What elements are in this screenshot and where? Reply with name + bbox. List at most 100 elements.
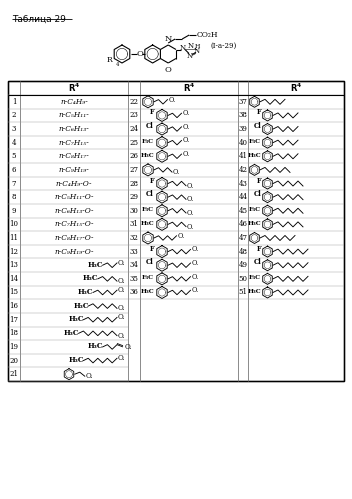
Text: O.: O.	[118, 286, 126, 294]
Text: n-C₄H₉-O-: n-C₄H₉-O-	[56, 180, 92, 188]
Text: F: F	[256, 177, 261, 185]
Text: O: O	[165, 66, 172, 74]
Text: 19: 19	[10, 343, 19, 351]
Text: H₃C: H₃C	[78, 288, 94, 296]
Text: 20: 20	[10, 357, 19, 365]
Text: Таблица 29: Таблица 29	[12, 15, 66, 24]
Text: H₃C: H₃C	[64, 329, 79, 337]
Text: 15: 15	[10, 288, 19, 296]
Text: F₃C: F₃C	[142, 139, 154, 144]
Text: 12: 12	[10, 248, 19, 255]
Text: F₃C: F₃C	[142, 207, 154, 212]
Text: 17: 17	[10, 316, 19, 324]
Text: 22: 22	[130, 98, 138, 106]
Text: Cl: Cl	[146, 190, 154, 198]
Text: 1: 1	[12, 98, 16, 106]
Text: F₃C: F₃C	[249, 207, 261, 212]
Text: O.: O.	[173, 168, 180, 176]
Text: H₃C: H₃C	[140, 153, 154, 158]
Text: O.: O.	[86, 372, 93, 380]
Text: F: F	[256, 245, 261, 252]
Text: H₃C: H₃C	[247, 221, 261, 226]
Text: H₃C: H₃C	[247, 289, 261, 294]
Text: 39: 39	[239, 125, 247, 133]
Text: 34: 34	[130, 261, 138, 269]
Text: 37: 37	[239, 98, 247, 106]
Text: Cl: Cl	[253, 190, 261, 198]
Text: O.: O.	[182, 150, 190, 158]
Text: H₃C: H₃C	[140, 289, 154, 294]
Text: F: F	[149, 177, 154, 185]
Text: 16: 16	[10, 302, 19, 310]
Text: 28: 28	[130, 180, 138, 188]
Text: H: H	[195, 43, 200, 48]
Text: CO₂H: CO₂H	[196, 31, 218, 39]
Text: H₃C: H₃C	[73, 301, 89, 309]
Text: O.: O.	[182, 136, 190, 145]
Text: 26: 26	[130, 152, 138, 160]
Text: 35: 35	[130, 275, 138, 283]
Text: 3: 3	[12, 125, 16, 133]
Text: 9: 9	[12, 207, 16, 215]
Text: O.: O.	[118, 304, 126, 312]
Text: 6: 6	[12, 166, 16, 174]
Text: n-C₄H₉-: n-C₄H₉-	[60, 98, 88, 106]
Text: 2: 2	[12, 111, 16, 119]
Text: 42: 42	[239, 166, 247, 174]
Text: O.: O.	[118, 277, 126, 285]
Text: O.: O.	[187, 195, 194, 204]
Text: 29: 29	[130, 193, 138, 201]
Text: O.: O.	[169, 96, 176, 104]
Text: Cl: Cl	[146, 122, 154, 130]
Text: 33: 33	[130, 248, 138, 255]
Text: 8: 8	[12, 193, 16, 201]
Text: 50: 50	[239, 275, 247, 283]
Text: 7: 7	[12, 180, 16, 188]
Text: n-C₇H₁₅-: n-C₇H₁₅-	[59, 139, 89, 147]
Text: O.: O.	[182, 123, 190, 131]
Text: O.: O.	[118, 332, 126, 340]
Text: O.: O.	[125, 343, 133, 351]
Text: 21: 21	[10, 370, 19, 378]
Text: O.: O.	[191, 272, 199, 280]
Text: 48: 48	[239, 248, 247, 255]
Text: n-C₉H₁₉-O-: n-C₉H₁₉-O-	[54, 248, 94, 255]
Text: H₃C: H₃C	[88, 342, 103, 350]
Text: n-C₈H₁₇-O-: n-C₈H₁₇-O-	[54, 234, 94, 242]
Text: N: N	[194, 47, 200, 55]
Text: 47: 47	[239, 234, 247, 242]
Text: 27: 27	[130, 166, 138, 174]
Text: F₃C: F₃C	[249, 139, 261, 144]
Text: 5: 5	[12, 152, 16, 160]
Text: 32: 32	[130, 234, 138, 242]
Text: 31: 31	[130, 221, 138, 229]
Text: F: F	[149, 108, 154, 116]
Text: n-C₈H₁₇-: n-C₈H₁₇-	[59, 152, 89, 160]
Text: 24: 24	[130, 125, 138, 133]
Text: 46: 46	[239, 221, 247, 229]
Text: N: N	[180, 44, 186, 52]
Text: N: N	[164, 34, 172, 42]
Text: 49: 49	[239, 261, 247, 269]
Text: O.: O.	[118, 313, 126, 321]
Text: O.: O.	[187, 223, 194, 231]
Text: 11: 11	[10, 234, 19, 242]
Text: (I-a-29): (I-a-29)	[211, 41, 237, 49]
Text: 36: 36	[130, 288, 138, 296]
Text: $\mathbf{R^4}$: $\mathbf{R^4}$	[290, 82, 302, 94]
Text: F₃C: F₃C	[249, 275, 261, 280]
Text: 38: 38	[239, 111, 247, 119]
Text: O.: O.	[191, 246, 199, 253]
Text: 4: 4	[116, 61, 119, 66]
Text: 23: 23	[130, 111, 138, 119]
Bar	[8, 81, 344, 381]
Text: n-C₆H₁₃-: n-C₆H₁₃-	[59, 125, 89, 133]
Text: 51: 51	[239, 288, 247, 296]
Text: 45: 45	[239, 207, 247, 215]
Text: O: O	[136, 50, 143, 58]
Text: F: F	[149, 245, 154, 252]
Text: O.: O.	[118, 354, 126, 362]
Text: O.: O.	[191, 259, 199, 267]
Text: n-C₇H₁₅-O-: n-C₇H₁₅-O-	[54, 221, 94, 229]
Text: N: N	[188, 42, 194, 50]
